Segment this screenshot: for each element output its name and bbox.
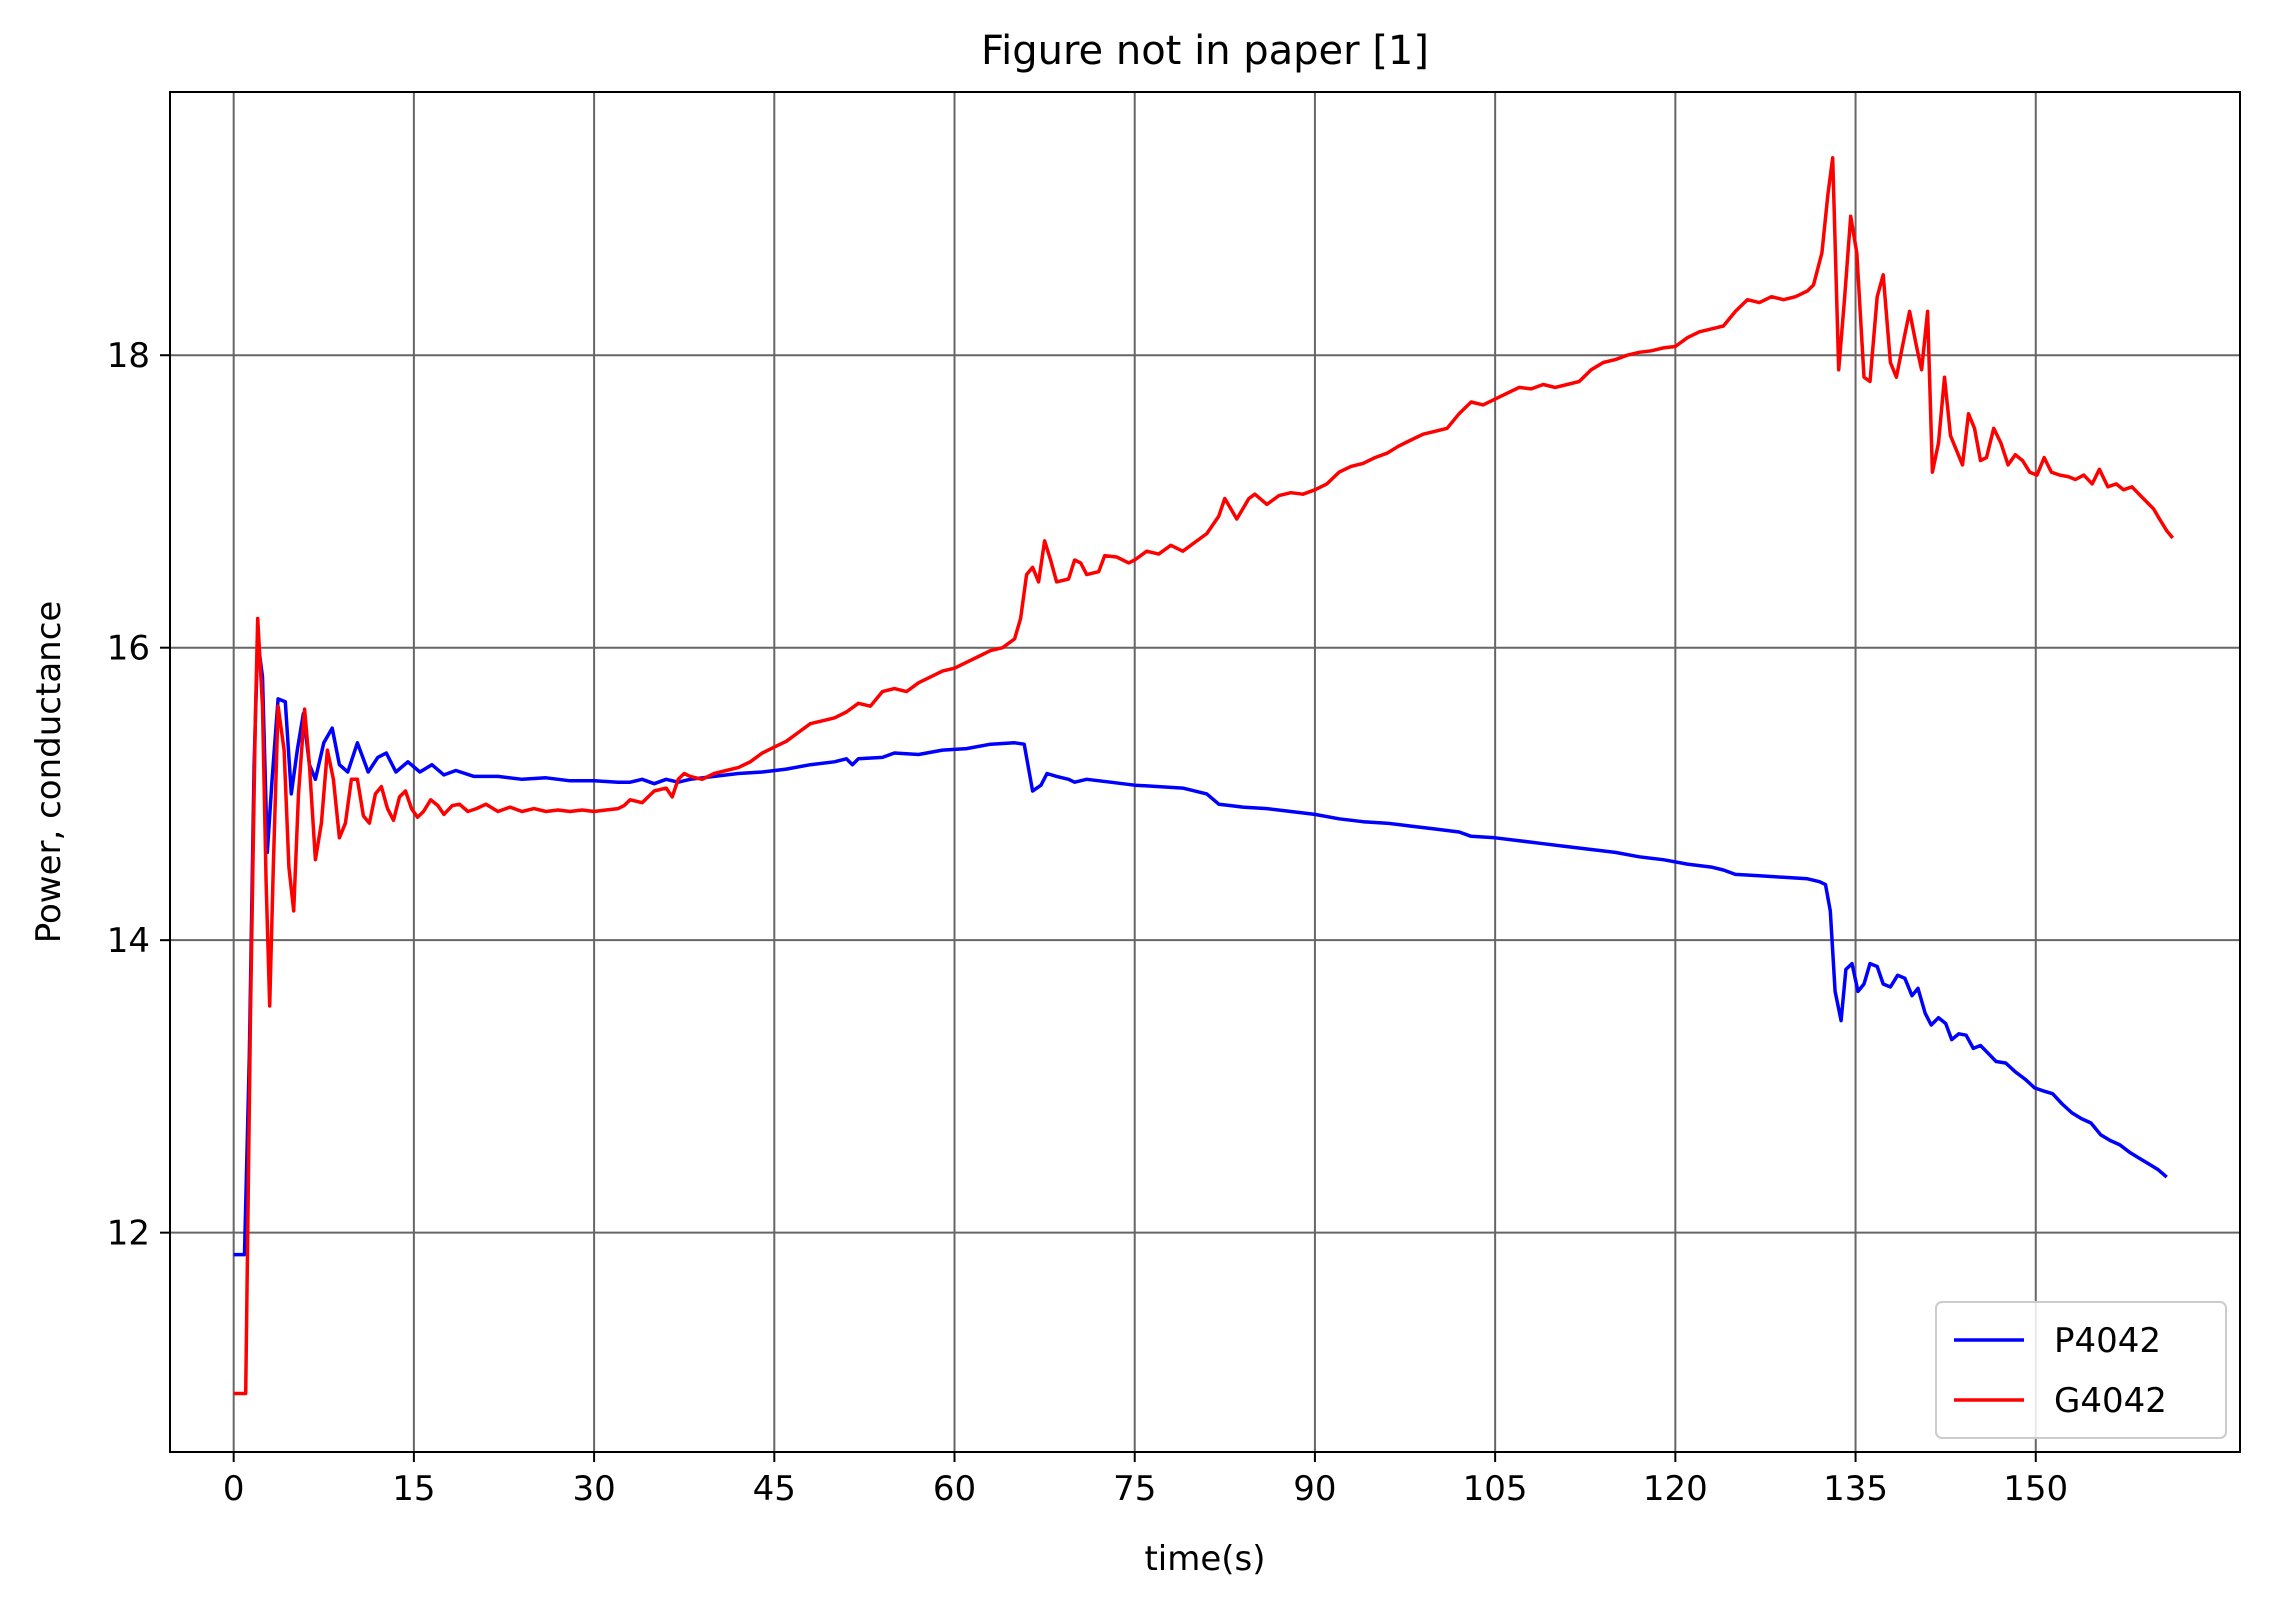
x-tick-label: 75 [1113, 1469, 1156, 1509]
x-tick-label: 120 [1643, 1469, 1708, 1509]
x-axis: 0 15 30 45 60 75 90 105 120 135 150 [223, 1452, 2068, 1509]
x-tick-label: 15 [392, 1469, 435, 1509]
x-tick-label: 45 [753, 1469, 796, 1509]
x-tick-label: 135 [1823, 1469, 1888, 1509]
x-axis-label: time(s) [1144, 1539, 1265, 1579]
legend-box [1935, 1301, 2227, 1439]
y-tick-label: 14 [107, 921, 150, 961]
legend-label-p4042: P4042 [2054, 1321, 2161, 1361]
grid [170, 92, 2240, 1452]
y-axis: 12 14 16 18 [107, 336, 170, 1254]
y-tick-label: 12 [107, 1214, 150, 1254]
x-tick-label: 150 [2003, 1469, 2068, 1509]
x-tick-label: 30 [572, 1469, 615, 1509]
x-tick-label: 90 [1293, 1469, 1336, 1509]
x-tick-label: 60 [933, 1469, 976, 1509]
legend-label-g4042: G4042 [2054, 1381, 2167, 1421]
plot-frame [169, 91, 2241, 1453]
chart-title: Figure not in paper [1] [981, 28, 1429, 74]
y-axis-label: Power, conductance [29, 601, 69, 944]
legend: P4042 G4042 [1935, 1301, 2227, 1439]
series-layer [233, 156, 2175, 1396]
series-line-p4042 [233, 638, 2168, 1257]
y-tick-label: 18 [107, 336, 150, 376]
y-tick-label: 16 [107, 629, 150, 669]
series-line-g4042 [233, 156, 2175, 1396]
x-tick-label: 0 [223, 1469, 245, 1509]
x-tick-label: 105 [1463, 1469, 1528, 1509]
